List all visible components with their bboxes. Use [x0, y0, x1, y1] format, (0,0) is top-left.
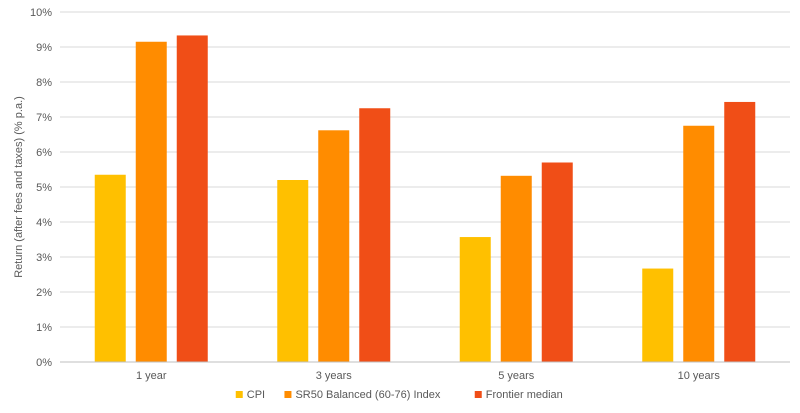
bar-frontier-median-1-year — [176, 35, 208, 362]
bar-cpi-3-years — [277, 180, 309, 362]
bar-sr50-balanced-60-76-index-3-years — [318, 130, 350, 362]
x-category-label: 1 year — [136, 370, 167, 382]
x-category-label: 3 years — [316, 370, 353, 382]
x-axis-categories: 1 year 3 years 5 years 10 years — [136, 370, 720, 382]
y-tick-label: 5% — [36, 182, 52, 194]
x-category-label: 10 years — [678, 370, 721, 382]
y-axis-ticks: 0% 1% 2% 3% 4% 5% 6% 7% 8% 9% 10% — [30, 7, 52, 369]
x-category-label: 5 years — [498, 370, 535, 382]
bar-frontier-median-10-years — [724, 101, 756, 362]
bar-cpi-10-years — [642, 268, 674, 362]
y-tick-label: 8% — [36, 77, 52, 89]
y-tick-label: 7% — [36, 112, 52, 124]
y-tick-label: 2% — [36, 287, 52, 299]
legend-swatch — [474, 391, 482, 398]
bar-cpi-5-years — [459, 237, 491, 362]
legend-swatch — [235, 391, 243, 398]
y-axis-title: Return (after fees and taxes) (% p.a.) — [13, 96, 25, 278]
legend-swatch — [284, 391, 292, 398]
legend-label: SR50 Balanced (60-76) Index — [295, 389, 440, 401]
bar-cpi-1-year — [94, 174, 126, 362]
bars — [94, 35, 756, 362]
y-tick-label: 1% — [36, 322, 52, 334]
y-tick-label: 6% — [36, 147, 52, 159]
y-tick-label: 0% — [36, 357, 52, 369]
bar-sr50-balanced-60-76-index-10-years — [683, 125, 715, 362]
y-tick-label: 3% — [36, 252, 52, 264]
y-tick-label: 9% — [36, 42, 52, 54]
bar-frontier-median-5-years — [541, 162, 573, 362]
legend-label: Frontier median — [486, 389, 563, 401]
gridlines — [60, 11, 790, 328]
y-tick-label: 10% — [30, 7, 52, 19]
bar-sr50-balanced-60-76-index-1-year — [135, 41, 167, 362]
bar-frontier-median-3-years — [359, 108, 391, 362]
bar-sr50-balanced-60-76-index-5-years — [500, 175, 532, 362]
legend: CPI SR50 Balanced (60-76) Index Frontier m… — [235, 389, 563, 401]
legend-label: CPI — [247, 389, 265, 401]
y-tick-label: 4% — [36, 217, 52, 229]
